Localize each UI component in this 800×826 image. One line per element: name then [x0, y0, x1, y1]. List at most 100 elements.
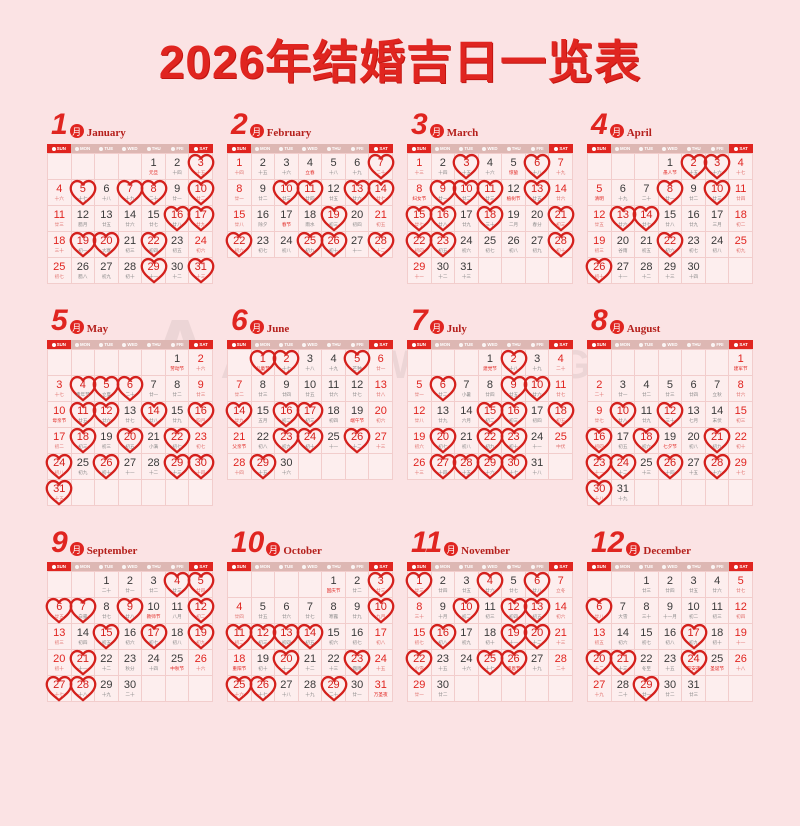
day-cell[interactable]: 5 廿三 [658, 376, 683, 402]
day-cell[interactable]: 17 廿九 [455, 206, 479, 232]
day-cell-auspicious[interactable]: 24 十二 [609, 453, 637, 480]
day-cell-auspicious[interactable]: 13 廿六 [609, 205, 637, 232]
day-cell[interactable]: 18 初八 [165, 624, 190, 650]
day-cell[interactable]: 17 春节 [275, 206, 299, 232]
day-cell-auspicious[interactable]: 10 廿六 [523, 375, 551, 402]
day-cell[interactable]: 11 初三 [478, 598, 503, 624]
day-cell-auspicious[interactable]: 27 十四 [429, 453, 457, 480]
day-cell[interactable]: 5 廿七 [502, 572, 526, 598]
day-cell[interactable]: 17 初二 [48, 428, 72, 454]
day-cell[interactable]: 23 初七 [682, 232, 706, 258]
day-cell-auspicious[interactable]: 13 廿五 [523, 179, 551, 206]
day-cell-auspicious[interactable]: 22 初六 [225, 231, 253, 258]
day-cell-auspicious[interactable]: 15 初二 [476, 401, 504, 428]
day-cell-auspicious[interactable]: 7 白露 [69, 597, 97, 624]
day-cell[interactable]: 9 廿二 [682, 180, 706, 206]
day-cell[interactable]: 8 廿一 [228, 180, 252, 206]
day-cell[interactable]: 20 初十 [48, 650, 72, 676]
day-cell[interactable]: 16 初六 [118, 624, 143, 650]
day-cell[interactable]: 27 十九 [525, 650, 550, 676]
day-cell[interactable]: 22 初十 [729, 428, 753, 454]
day-cell[interactable]: 6 廿一 [369, 350, 393, 376]
day-cell[interactable]: 26 十三 [408, 454, 432, 480]
day-cell-auspicious[interactable]: 25 十七 [476, 649, 504, 676]
day-cell[interactable]: 23 十五 [431, 650, 456, 676]
day-cell[interactable]: 28 初十 [118, 258, 143, 284]
day-cell-auspicious[interactable]: 8 廿一 [656, 179, 684, 206]
day-cell[interactable]: 22 十三 [322, 650, 346, 676]
day-cell[interactable]: 24 初八 [705, 232, 730, 258]
day-cell[interactable]: 27 初九 [525, 232, 550, 258]
day-cell[interactable]: 7 大雪 [611, 598, 636, 624]
day-cell-auspicious[interactable]: 6 廿八 [523, 571, 551, 598]
day-cell[interactable]: 11 廿七 [549, 376, 573, 402]
day-cell[interactable]: 22 十二 [95, 650, 119, 676]
day-cell[interactable]: 11 廿九 [635, 402, 659, 428]
day-cell-auspicious[interactable]: 18 初六 [633, 427, 660, 454]
day-cell[interactable]: 9 廿四 [275, 376, 299, 402]
day-cell[interactable]: 6 十九 [345, 154, 370, 180]
day-cell[interactable]: 2 十四 [165, 154, 190, 180]
day-cell[interactable]: 1 国庆节 [322, 572, 346, 598]
day-cell[interactable]: 14 初六 [549, 598, 573, 624]
day-cell[interactable]: 4 立春 [298, 154, 323, 180]
day-cell[interactable]: 21 父亲节 [228, 428, 252, 454]
day-cell[interactable]: 29 十三 [658, 258, 683, 284]
day-cell[interactable]: 8 廿四 [478, 376, 503, 402]
day-cell[interactable]: 27 十八 [275, 676, 299, 702]
day-cell-auspicious[interactable]: 11 廿四 [296, 179, 324, 206]
day-cell-auspicious[interactable]: 20 初七 [429, 427, 457, 454]
day-cell[interactable]: 1 建党节 [478, 350, 503, 376]
day-cell[interactable]: 12 廿八 [408, 402, 432, 428]
day-cell-auspicious[interactable]: 25 十六 [225, 675, 253, 702]
day-cell[interactable]: 3 十六 [275, 154, 299, 180]
day-cell-auspicious[interactable]: 2 十五 [680, 153, 707, 180]
day-cell-auspicious[interactable]: 12 初三 [249, 623, 277, 650]
day-cell[interactable]: 16 除夕 [251, 206, 276, 232]
day-cell[interactable]: 4 廿二 [635, 376, 659, 402]
day-cell-auspicious[interactable]: 12 初二 [187, 597, 215, 624]
day-cell-auspicious[interactable]: 3 十五 [453, 153, 480, 180]
day-cell[interactable]: 17 初四 [525, 402, 550, 428]
day-cell-auspicious[interactable]: 22 初四 [140, 231, 167, 258]
day-cell[interactable]: 15 初七 [635, 624, 659, 650]
day-cell[interactable]: 10 母亲节 [48, 402, 72, 428]
day-cell[interactable]: 12 植树节 [502, 180, 526, 206]
day-cell[interactable]: 1 愚人节 [658, 154, 683, 180]
day-cell-auspicious[interactable]: 26 十二 [343, 427, 371, 454]
day-cell-auspicious[interactable]: 26 十七 [249, 675, 277, 702]
day-cell-auspicious[interactable]: 13 初四 [273, 623, 300, 650]
day-cell[interactable]: 29 廿一 [408, 676, 432, 702]
day-cell[interactable]: 1 十四 [228, 154, 252, 180]
day-cell[interactable]: 30 十二 [165, 258, 190, 284]
day-cell-auspicious[interactable]: 16 初八 [429, 623, 457, 650]
day-cell[interactable]: 4 廿四 [228, 598, 252, 624]
day-cell[interactable]: 2 十四 [431, 154, 456, 180]
day-cell[interactable]: 6 十八 [95, 180, 119, 206]
day-cell-auspicious[interactable]: 21 初九 [703, 427, 731, 454]
day-cell[interactable]: 16 初八 [658, 624, 683, 650]
day-cell[interactable]: 30 廿二 [658, 676, 683, 702]
day-cell-auspicious[interactable]: 3 廿三 [367, 571, 395, 598]
day-cell[interactable]: 18 重阳节 [228, 650, 252, 676]
day-cell-auspicious[interactable]: 26 感恩节 [500, 649, 527, 676]
day-cell[interactable]: 30 十四 [682, 258, 706, 284]
day-cell-auspicious[interactable]: 9 廿八 [116, 597, 144, 624]
day-cell[interactable]: 5 廿七 [729, 572, 753, 598]
day-cell[interactable]: 3 廿一 [611, 376, 636, 402]
day-cell[interactable]: 3 十九 [525, 350, 550, 376]
day-cell-auspicious[interactable]: 30 十四 [187, 453, 215, 480]
day-cell-auspicious[interactable]: 3 十五 [187, 153, 215, 180]
day-cell[interactable]: 11 初三 [705, 598, 730, 624]
day-cell-auspicious[interactable]: 10 九月 [367, 597, 395, 624]
day-cell[interactable]: 7 廿七 [298, 598, 323, 624]
day-cell[interactable]: 20 初八 [682, 428, 706, 454]
day-cell[interactable]: 21 初五 [635, 232, 659, 258]
day-cell-auspicious[interactable]: 28 十二 [367, 231, 395, 258]
day-cell[interactable]: 24 十四 [142, 650, 166, 676]
day-cell[interactable]: 5 十八 [322, 154, 346, 180]
day-cell-auspicious[interactable]: 15 廿七 [405, 205, 433, 232]
day-cell-auspicious[interactable]: 13 廿六 [343, 179, 371, 206]
day-cell[interactable]: 25 圣诞节 [705, 650, 730, 676]
day-cell[interactable]: 3 廿五 [455, 572, 479, 598]
